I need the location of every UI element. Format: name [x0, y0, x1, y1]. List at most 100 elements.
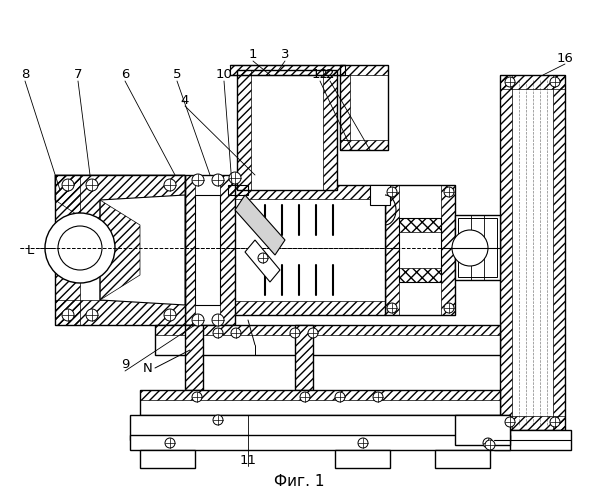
Text: 2: 2: [326, 68, 334, 82]
Circle shape: [192, 392, 202, 402]
Bar: [140, 390, 500, 415]
Bar: [500, 416, 565, 430]
Text: N: N: [143, 362, 153, 374]
Text: 8: 8: [21, 68, 29, 82]
Bar: [155, 325, 500, 335]
Text: L: L: [26, 244, 33, 258]
Text: 10: 10: [215, 68, 233, 82]
Polygon shape: [235, 195, 285, 255]
Text: 16: 16: [557, 52, 573, 64]
Bar: [237, 70, 251, 190]
Polygon shape: [245, 240, 280, 282]
Circle shape: [550, 417, 560, 427]
Text: 9: 9: [121, 358, 129, 372]
Bar: [140, 450, 195, 468]
Circle shape: [212, 314, 224, 326]
Circle shape: [308, 328, 318, 338]
Bar: [220, 175, 235, 325]
Polygon shape: [100, 195, 185, 305]
Text: 1: 1: [249, 48, 257, 62]
Circle shape: [387, 187, 397, 197]
Circle shape: [213, 415, 223, 425]
Text: 3: 3: [280, 48, 289, 62]
Circle shape: [444, 303, 454, 313]
Bar: [130, 415, 510, 440]
Bar: [230, 301, 385, 315]
Bar: [155, 325, 500, 355]
Bar: [228, 185, 248, 195]
Bar: [335, 450, 390, 468]
Bar: [295, 325, 313, 390]
Circle shape: [358, 438, 368, 448]
Bar: [399, 218, 441, 232]
Bar: [323, 70, 337, 190]
Circle shape: [483, 438, 493, 448]
Bar: [185, 325, 203, 390]
Circle shape: [550, 77, 560, 87]
Bar: [195, 195, 220, 305]
Circle shape: [212, 174, 224, 186]
Circle shape: [505, 417, 515, 427]
Circle shape: [86, 179, 98, 191]
Circle shape: [452, 230, 488, 266]
Bar: [458, 218, 497, 277]
Bar: [500, 75, 565, 430]
Circle shape: [192, 314, 204, 326]
Bar: [55, 175, 185, 325]
Text: 5: 5: [173, 68, 181, 82]
Circle shape: [229, 172, 241, 184]
Text: 11: 11: [240, 454, 257, 466]
Circle shape: [164, 309, 176, 321]
Circle shape: [444, 187, 454, 197]
Bar: [130, 435, 510, 450]
Bar: [230, 65, 345, 75]
Bar: [340, 65, 388, 75]
Circle shape: [62, 309, 74, 321]
Circle shape: [387, 303, 397, 313]
Circle shape: [505, 77, 515, 87]
Text: 7: 7: [74, 68, 83, 82]
Text: 6: 6: [121, 68, 129, 82]
Bar: [237, 70, 337, 190]
Bar: [185, 175, 195, 325]
Bar: [455, 215, 500, 280]
Circle shape: [485, 440, 495, 450]
Circle shape: [165, 438, 175, 448]
Circle shape: [164, 179, 176, 191]
Circle shape: [213, 328, 223, 338]
Bar: [140, 390, 500, 400]
Circle shape: [192, 174, 204, 186]
Bar: [185, 175, 235, 325]
Bar: [500, 75, 512, 430]
Circle shape: [58, 226, 102, 270]
Circle shape: [231, 328, 241, 338]
Circle shape: [62, 179, 74, 191]
Circle shape: [335, 392, 345, 402]
Bar: [553, 75, 565, 430]
Bar: [370, 185, 390, 205]
Bar: [230, 185, 385, 315]
Bar: [230, 185, 385, 199]
Circle shape: [290, 328, 300, 338]
Text: 4: 4: [181, 94, 189, 106]
Bar: [399, 218, 441, 282]
Bar: [340, 65, 388, 150]
Text: Фиг. 1: Фиг. 1: [274, 474, 324, 490]
Bar: [185, 325, 203, 390]
Bar: [385, 185, 455, 315]
Text: 12: 12: [312, 68, 328, 82]
Circle shape: [86, 309, 98, 321]
Bar: [385, 185, 399, 315]
Bar: [494, 430, 571, 450]
Circle shape: [373, 392, 383, 402]
Bar: [441, 185, 455, 315]
Bar: [340, 75, 350, 140]
Circle shape: [45, 213, 115, 283]
Circle shape: [300, 392, 310, 402]
Circle shape: [258, 253, 268, 263]
Bar: [399, 268, 441, 282]
Bar: [340, 140, 388, 150]
Bar: [295, 325, 313, 390]
Bar: [500, 75, 565, 89]
Bar: [455, 415, 510, 445]
